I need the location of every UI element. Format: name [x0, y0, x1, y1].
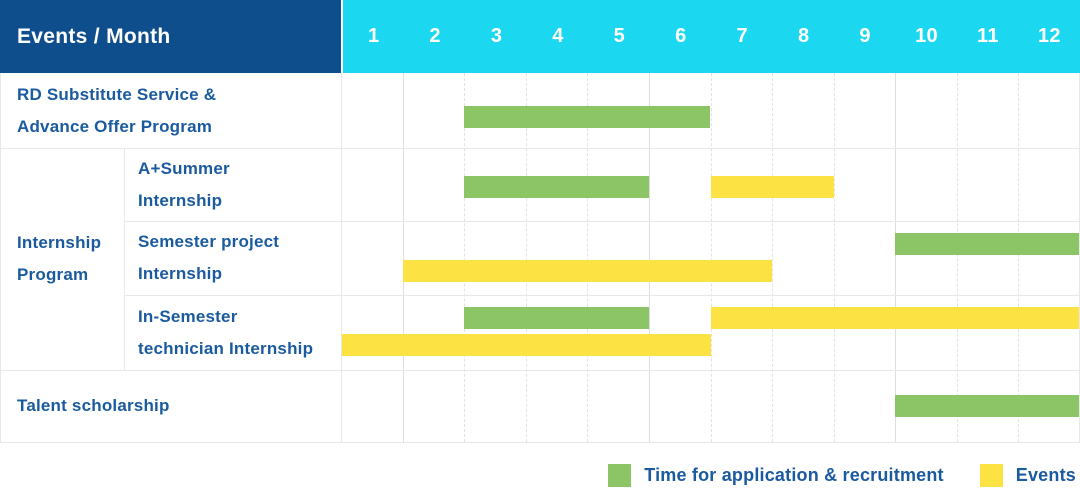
group-label-line: Program: [17, 265, 89, 284]
month-label: 4: [552, 25, 564, 47]
row-label-line: Internship: [138, 190, 223, 210]
month-label: 3: [490, 25, 503, 47]
group-column-divider: [124, 148, 125, 370]
row-label-line: Internship: [138, 264, 223, 283]
header-title: Events / Month: [17, 24, 171, 48]
table-left-border: [0, 73, 1, 442]
row-label-talent-scholarship: Talent scholarship: [0, 370, 341, 442]
legend-item: Time for application & recruitment: [608, 463, 944, 487]
row-divider: [124, 221, 1080, 222]
gantt-bar-green: [895, 233, 1080, 255]
gantt-bar-green: [464, 106, 711, 128]
gantt-bar-yellow: [402, 260, 773, 282]
legend-item: Events: [979, 463, 1076, 487]
month-label: 7: [736, 25, 748, 47]
legend-swatch-green: [608, 463, 632, 487]
gantt-bar-green: [464, 176, 649, 198]
month-gridline: [895, 73, 897, 442]
gantt-bar-yellow: [710, 176, 834, 198]
legend-swatch-yellow: [979, 463, 1003, 487]
row-label-line: RD Substitute Service &: [17, 84, 217, 104]
row-divider: [0, 370, 1080, 371]
month-gridline: [464, 73, 466, 442]
legend-label: Events: [1015, 464, 1076, 485]
month-gridline: [402, 73, 404, 442]
legend-label: Time for application & recruitment: [644, 464, 944, 485]
month-label: 5: [613, 25, 626, 47]
row-label-line: A+Summer: [138, 158, 230, 178]
month-gridline: [772, 73, 774, 442]
month-label: 9: [859, 25, 871, 47]
group-label-line: Internship: [17, 233, 102, 252]
row-label-line: Advance Offer Program: [17, 116, 213, 136]
month-label: 1: [367, 25, 380, 47]
row-label-semester-project-internship: Semester project Internship: [124, 221, 341, 295]
gantt-bar-yellow: [341, 334, 711, 356]
month-gridline: [833, 73, 835, 442]
gantt-bar-yellow: [710, 307, 1080, 329]
legend: Time for application & recruitment Events: [586, 461, 1076, 489]
row-label-line: Talent scholarship: [17, 396, 170, 415]
row-label-in-semester-technician-internship: In-Semester technician Internship: [124, 295, 341, 370]
month-label: 8: [797, 25, 810, 47]
month-gridline: [587, 73, 589, 442]
group-label-internship-program: Internship Program: [0, 148, 124, 370]
month-label: 6: [675, 25, 687, 47]
gantt-bar-green: [895, 395, 1080, 417]
row-label-rd-substitute: RD Substitute Service & Advance Offer Pr…: [0, 73, 341, 148]
label-chart-divider: [341, 73, 342, 442]
row-divider: [124, 295, 1080, 296]
month-label: 12: [1037, 25, 1061, 47]
row-label-a-summer-internship: A+Summer Internship: [124, 148, 341, 221]
month-label: 10: [915, 25, 938, 47]
row-divider: [0, 148, 1080, 149]
header-events-month-cell: Events / Month: [0, 0, 341, 73]
header-months-row: 1 2 3 4 5 6 7 8 9 10 11 12: [343, 0, 1080, 73]
month-label: 11: [977, 25, 999, 47]
month-gridline: [956, 73, 958, 442]
row-label-line: Semester project: [138, 232, 280, 251]
table-bottom-border: [0, 442, 1080, 443]
row-label-line: technician Internship: [138, 338, 314, 358]
gantt-bar-green: [464, 307, 649, 329]
month-gridline: [648, 73, 650, 442]
month-gridline: [525, 73, 527, 442]
month-gridline: [710, 73, 712, 442]
month-label: 2: [429, 25, 441, 47]
month-gridline: [1018, 73, 1020, 442]
row-label-line: In-Semester: [138, 306, 238, 326]
